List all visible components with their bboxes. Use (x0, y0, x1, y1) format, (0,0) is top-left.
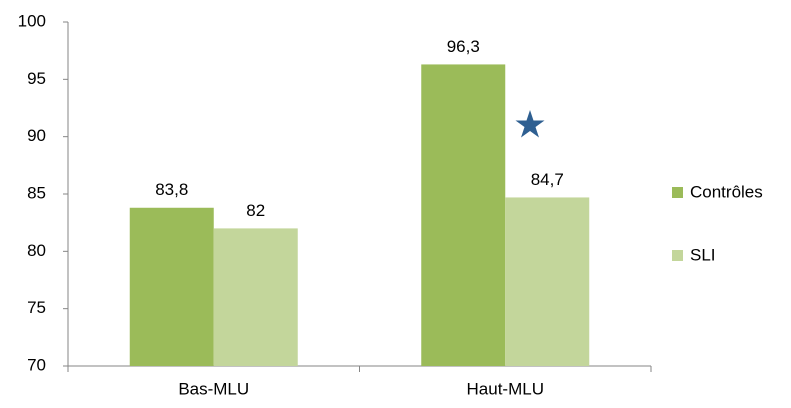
data-label: 82 (246, 201, 265, 220)
data-label: 96,3 (447, 37, 480, 56)
x-tick-label: Haut-MLU (467, 379, 544, 398)
y-tick-label: 90 (27, 126, 46, 145)
x-tick-label: Bas-MLU (178, 379, 249, 398)
y-tick-label: 75 (27, 298, 46, 317)
y-tick-label: 95 (27, 69, 46, 88)
bar (213, 228, 298, 366)
y-tick-label: 85 (27, 183, 46, 202)
bar (421, 64, 506, 366)
y-tick-label: 70 (27, 355, 46, 374)
legend-swatch (672, 250, 683, 261)
y-tick-label: 100 (18, 11, 46, 30)
legend-label: SLI (690, 245, 716, 264)
legend-swatch (672, 187, 683, 198)
bar (505, 197, 590, 366)
bar (129, 207, 214, 366)
data-label: 84,7 (531, 170, 564, 189)
star-annotation (515, 110, 545, 138)
y-tick-label: 80 (27, 241, 46, 260)
legend-label: Contrôles (690, 182, 763, 201)
data-label: 83,8 (155, 180, 188, 199)
